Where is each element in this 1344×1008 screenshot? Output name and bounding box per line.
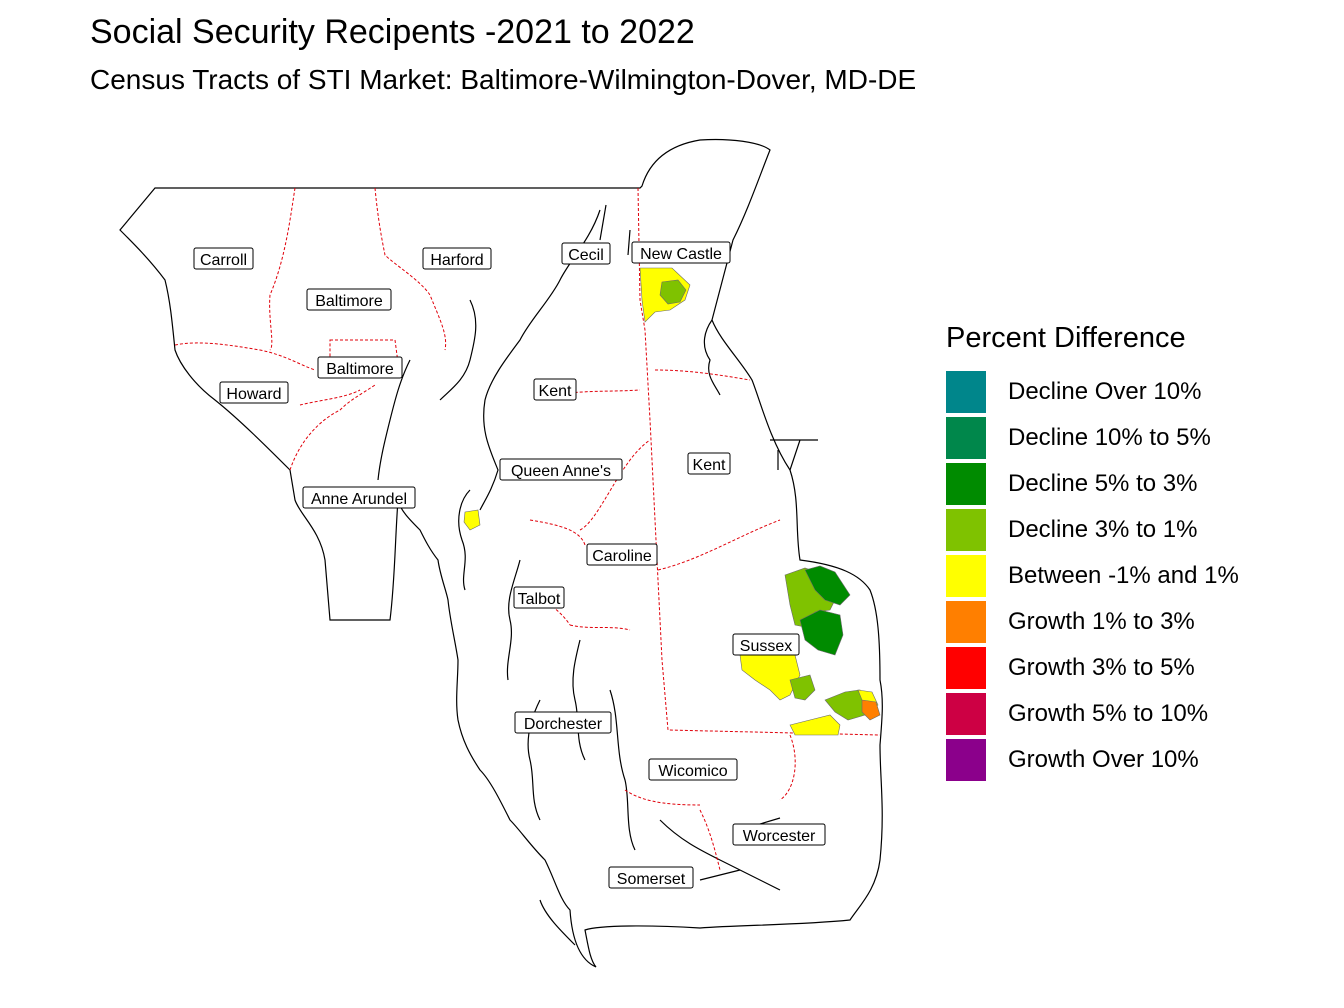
county-label-worcester: Worcester (732, 823, 826, 846)
county-label-somerset: Somerset (608, 866, 694, 889)
legend-label: Growth 1% to 3% (1008, 608, 1195, 635)
tract-darkgreen-sussex-coast (804, 565, 851, 606)
legend-item-growth-over-10: Growth Over 10% (946, 737, 1276, 783)
svg-text:Queen Anne's: Queen Anne's (511, 463, 611, 480)
legend-swatch (946, 509, 986, 551)
legend-item-decline-5-to-3: Decline 5% to 3% (946, 461, 1276, 507)
tract-lightgreen-sussex-small (789, 674, 816, 701)
region-outline (119, 138, 883, 968)
svg-text:Somerset: Somerset (617, 871, 686, 888)
county-label-talbot: Talbot (513, 586, 565, 609)
legend-swatch (946, 693, 986, 735)
tract-yellow-sussex-south (789, 714, 841, 736)
svg-text:Caroline: Caroline (592, 548, 652, 565)
county-label-howard: Howard (219, 381, 289, 404)
county-boundaries (174, 187, 881, 871)
map-subtitle: Census Tracts of STI Market: Baltimore-W… (90, 64, 917, 95)
county-label-harford: Harford (422, 247, 492, 270)
svg-text:Worcester: Worcester (743, 828, 816, 845)
county-label-baltimore-city: Baltimore (317, 356, 403, 379)
legend-item-growth-1-to-3: Growth 1% to 3% (946, 599, 1276, 645)
tract-orange-sussex (861, 699, 881, 721)
legend-swatch (946, 647, 986, 689)
legend-label: Decline Over 10% (1008, 378, 1202, 405)
legend-swatch (946, 371, 986, 413)
svg-text:Talbot: Talbot (518, 591, 561, 608)
legend-item-growth-5-to-10: Growth 5% to 10% (946, 691, 1276, 737)
svg-text:New Castle: New Castle (640, 246, 722, 263)
legend: Percent Difference Decline Over 10% Decl… (946, 320, 1276, 783)
county-label-new-castle: New Castle (631, 241, 731, 264)
county-label-sussex: Sussex (732, 633, 800, 656)
legend-label: Decline 10% to 5% (1008, 424, 1211, 451)
svg-text:Baltimore: Baltimore (326, 361, 394, 378)
tract-yellow-kentisland (463, 509, 481, 531)
tract-darkgreen-sussex-mid (799, 609, 844, 656)
county-label-queen-annes: Queen Anne's (499, 458, 623, 481)
svg-text:Harford: Harford (430, 252, 483, 269)
county-label-anne-arundel: Anne Arundel (302, 486, 416, 509)
county-label-dorchester: Dorchester (514, 711, 612, 734)
county-label-carroll: Carroll (193, 247, 254, 270)
county-label-kent-md: Kent (533, 378, 577, 401)
svg-text:Dorchester: Dorchester (524, 716, 603, 733)
svg-text:Kent: Kent (539, 383, 572, 400)
map-title: Social Security Recipents -2021 to 2022 (90, 13, 695, 51)
county-label-wicomico: Wicomico (648, 758, 738, 781)
county-label-cecil: Cecil (561, 242, 611, 265)
legend-swatch (946, 463, 986, 505)
county-labels: Carroll Harford Cecil New Castle Baltimo… (193, 241, 826, 889)
legend-label: Growth Over 10% (1008, 746, 1199, 773)
legend-swatch (946, 417, 986, 459)
svg-text:Cecil: Cecil (568, 247, 604, 264)
legend-item-decline-over-10: Decline Over 10% (946, 369, 1276, 415)
county-label-caroline: Caroline (586, 543, 658, 566)
svg-text:Carroll: Carroll (200, 252, 247, 269)
svg-text:Howard: Howard (226, 386, 281, 403)
svg-text:Baltimore: Baltimore (315, 293, 383, 310)
tract-yellow-sussex-west (739, 654, 801, 701)
legend-label: Growth 3% to 5% (1008, 654, 1195, 681)
legend-swatch (946, 601, 986, 643)
legend-item-growth-3-to-5: Growth 3% to 5% (946, 645, 1276, 691)
legend-title: Percent Difference (946, 322, 1186, 354)
legend-swatch (946, 555, 986, 597)
legend-label: Between -1% and 1% (1008, 562, 1239, 589)
county-label-kent-de: Kent (687, 452, 731, 475)
tract-lightgreen-newcastle (659, 279, 687, 305)
choropleth-map: Carroll Harford Cecil New Castle Baltimo… (119, 138, 883, 968)
svg-text:Kent: Kent (693, 457, 726, 474)
legend-label: Growth 5% to 10% (1008, 700, 1209, 727)
svg-text:Wicomico: Wicomico (658, 763, 727, 780)
legend-item-decline-10-to-5: Decline 10% to 5% (946, 415, 1276, 461)
legend-swatch (946, 739, 986, 781)
legend-item-between: Between -1% and 1% (946, 553, 1276, 599)
legend-label: Decline 3% to 1% (1008, 516, 1198, 543)
county-label-baltimore-county: Baltimore (306, 288, 392, 311)
svg-text:Sussex: Sussex (740, 638, 792, 655)
svg-text:Anne Arundel: Anne Arundel (311, 491, 407, 508)
census-tracts (463, 267, 881, 736)
legend-item-decline-3-to-1: Decline 3% to 1% (946, 507, 1276, 553)
legend-label: Decline 5% to 3% (1008, 470, 1198, 497)
